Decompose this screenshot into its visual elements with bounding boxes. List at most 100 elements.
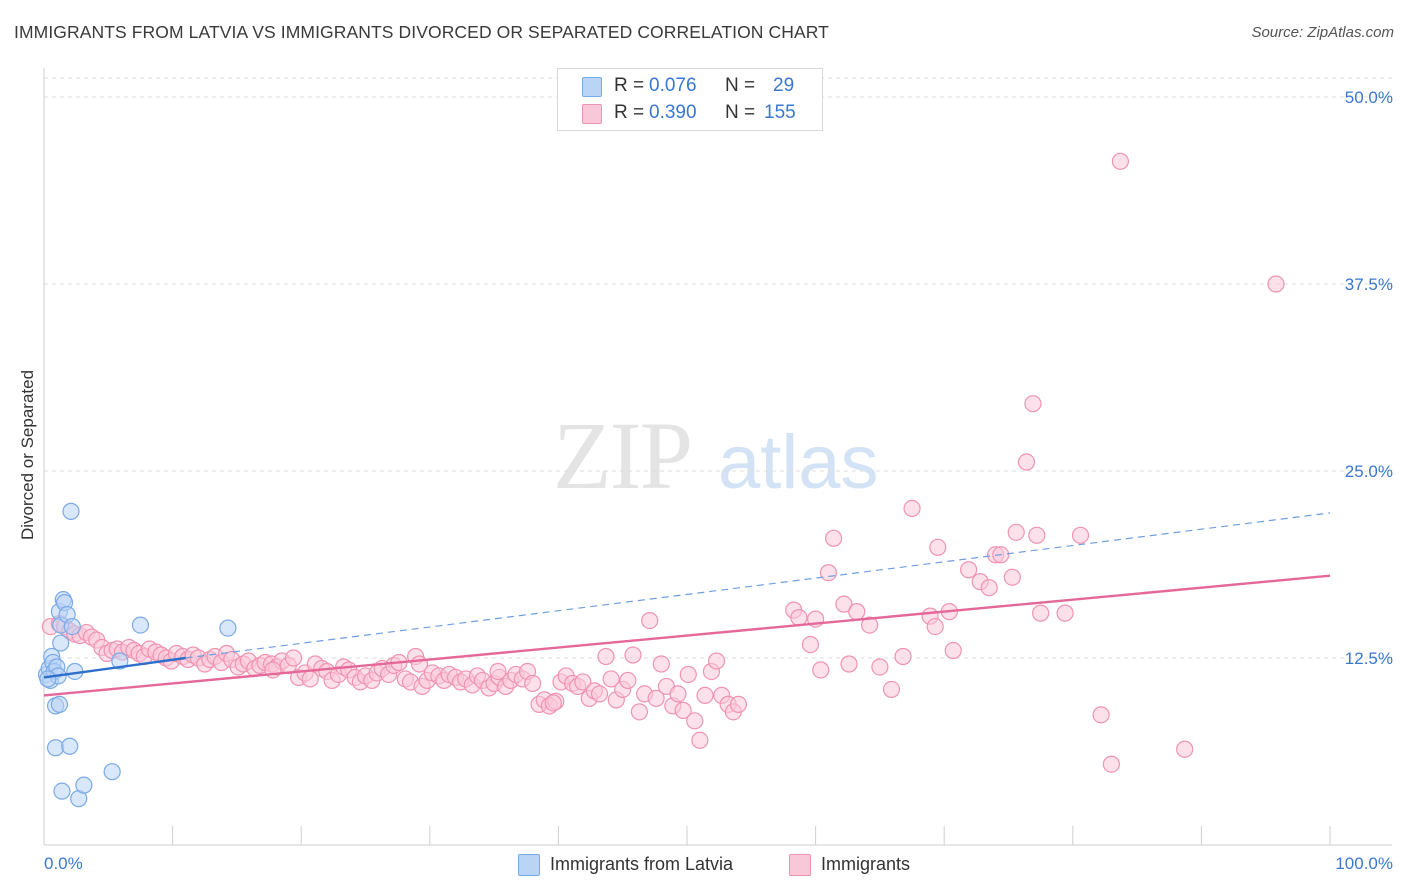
legend-n-value: 29: [773, 75, 795, 96]
point-immigrants: [882, 680, 901, 699]
x-tick-label: 0.0%: [44, 854, 83, 873]
legend-swatch-immigrants: [582, 104, 602, 124]
source-label: Source: ZipAtlas.com: [1251, 24, 1394, 41]
point-immigrants: [602, 670, 620, 688]
point-immigrants: [861, 616, 879, 634]
point-immigrants: [848, 603, 866, 621]
x-tick-label: 100.0%: [1335, 854, 1393, 873]
watermark-zip: ZIP: [553, 402, 691, 509]
legend-n-label: N =: [725, 75, 756, 96]
trend-line-immigrants: [43, 574, 1331, 697]
point-immigrants: [1102, 755, 1120, 773]
point-immigrants: [929, 538, 947, 556]
legend-r-value: 0.390: [649, 102, 697, 123]
legend-n-label: N =: [725, 102, 756, 123]
point-latvia: [103, 763, 121, 781]
chart-title: IMMIGRANTS FROM LATVIA VS IMMIGRANTS DIV…: [14, 22, 829, 42]
point-immigrants: [544, 694, 562, 712]
trend-lines: [43, 512, 1331, 697]
point-immigrants: [284, 649, 303, 667]
point-immigrants: [790, 609, 808, 627]
point-latvia: [111, 652, 129, 670]
point-immigrants: [835, 595, 853, 613]
point-immigrants: [1028, 526, 1046, 544]
point-latvia: [63, 617, 81, 636]
point-immigrants: [819, 564, 838, 582]
point-immigrants: [944, 641, 962, 660]
legend-r-label: R =: [614, 75, 645, 96]
point-immigrants: [1176, 740, 1194, 758]
point-immigrants: [1071, 526, 1090, 544]
y-tick-label: 37.5%: [1345, 275, 1393, 294]
point-immigrants: [686, 712, 704, 730]
point-immigrants: [903, 499, 921, 517]
watermark: ZIP atlas: [553, 402, 879, 509]
bottom-legend-label-immigrants: Immigrants: [821, 854, 911, 874]
point-immigrants: [840, 655, 858, 673]
point-immigrants: [960, 561, 978, 579]
watermark-atlas: atlas: [718, 420, 879, 505]
point-immigrants: [597, 647, 615, 666]
point-immigrants: [729, 695, 748, 713]
point-latvia: [62, 502, 80, 520]
point-immigrants: [641, 611, 659, 630]
correlation-legend: R = 0.076 N = 29 R = 0.390 N = 155: [557, 68, 823, 131]
axes: [43, 68, 1392, 846]
point-immigrants: [696, 686, 714, 705]
point-immigrants: [574, 673, 592, 691]
point-latvia: [75, 776, 93, 794]
trend-extension-latvia: [185, 512, 1331, 659]
point-latvia: [50, 695, 69, 713]
legend-n-value: 155: [764, 102, 796, 123]
point-latvia: [219, 619, 237, 637]
point-latvia: [131, 616, 150, 634]
point-immigrants: [812, 661, 830, 679]
point-immigrants: [1056, 604, 1074, 622]
point-latvia: [61, 737, 79, 755]
point-immigrants: [1024, 395, 1042, 413]
point-immigrants: [894, 647, 912, 666]
point-immigrants: [410, 655, 429, 673]
point-immigrants: [619, 671, 637, 690]
legend-swatch-latvia: [582, 77, 602, 97]
point-immigrants: [801, 635, 820, 654]
y-tick-label: 50.0%: [1345, 88, 1393, 107]
point-immigrants: [1111, 152, 1129, 170]
point-latvia: [52, 634, 70, 652]
point-immigrants: [630, 703, 649, 721]
point-immigrants: [1092, 706, 1110, 724]
point-immigrants: [825, 529, 843, 547]
point-immigrants: [489, 662, 507, 681]
point-immigrants: [647, 689, 665, 707]
point-latvia: [53, 782, 71, 800]
point-immigrants: [691, 731, 709, 749]
point-immigrants: [674, 701, 692, 719]
point-immigrants: [871, 658, 889, 676]
legend-r-label: R =: [614, 102, 645, 123]
point-immigrants: [590, 685, 609, 703]
bottom-legend-swatch-immigrants: [789, 854, 811, 876]
point-latvia: [39, 670, 57, 688]
point-immigrants: [1032, 604, 1050, 622]
point-immigrants: [926, 617, 944, 636]
point-immigrants: [980, 579, 998, 597]
legend-r-value: 0.076: [649, 75, 697, 96]
bottom-legend-swatch-latvia: [518, 854, 540, 876]
point-immigrants: [524, 674, 542, 693]
y-tick-label: 12.5%: [1345, 649, 1393, 668]
point-immigrants: [707, 652, 726, 670]
point-immigrants: [669, 685, 687, 703]
point-immigrants: [1007, 523, 1025, 541]
point-immigrants: [679, 665, 697, 684]
bottom-legend-label-latvia: Immigrants from Latvia: [550, 854, 734, 874]
point-immigrants: [624, 646, 642, 664]
point-latvia: [46, 739, 65, 757]
trend-line-latvia: [43, 656, 186, 679]
point-immigrants: [652, 655, 670, 673]
point-immigrants: [1267, 275, 1285, 293]
tick-labels: 12.5% 25.0% 37.5% 50.0% 0.0% 100.0%: [44, 88, 1393, 873]
y-tick-label: 25.0%: [1345, 462, 1393, 481]
point-immigrants: [1003, 568, 1021, 586]
point-immigrants: [1017, 453, 1036, 471]
